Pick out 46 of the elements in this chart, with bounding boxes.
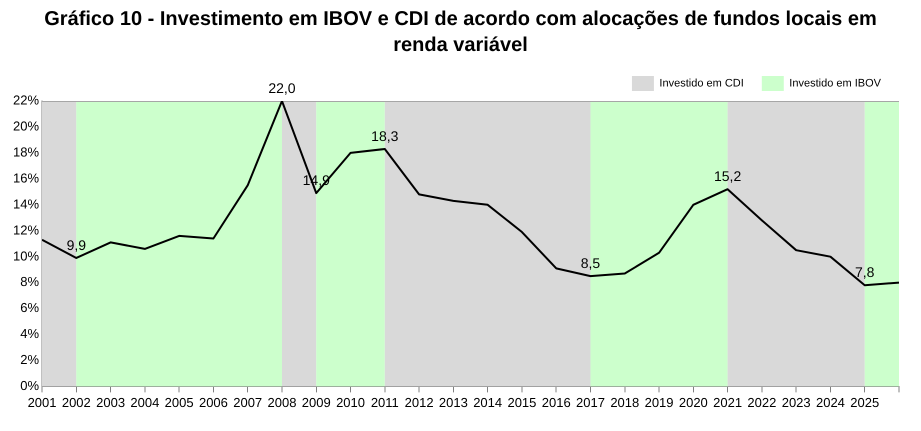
chart-title: Gráfico 10 - Investimento em IBOV e CDI de acordo com alocações de fundos locais em renda variável <box>43 7 878 58</box>
x-tick-label: 2017 <box>576 394 605 410</box>
x-tick-label: 2005 <box>164 394 194 410</box>
y-tick-label: 20% <box>12 118 40 134</box>
y-tick-label: 14% <box>12 196 40 212</box>
x-tick-label: 2025 <box>850 394 880 410</box>
x-tick-label: 2012 <box>404 394 434 410</box>
data-label: 22,0 <box>268 80 296 96</box>
x-tick-label: 2001 <box>28 394 56 410</box>
y-tick-label: 4% <box>20 326 40 342</box>
data-label: 15,2 <box>714 168 742 184</box>
legend-label: Investido em CDI <box>659 78 744 90</box>
x-tick-label: 2015 <box>507 394 536 410</box>
y-tick-label: 2% <box>20 352 40 368</box>
x-tick-label: 2006 <box>198 394 228 410</box>
y-tick-label: 10% <box>12 248 40 264</box>
y-tick-label: 8% <box>20 274 40 290</box>
y-tick-label: 12% <box>12 222 40 238</box>
x-tick-label: 2004 <box>130 394 160 410</box>
x-tick-label: 2022 <box>747 394 776 410</box>
x-tick-label: 2008 <box>268 394 296 410</box>
x-tick-label: 2002 <box>62 394 91 410</box>
x-tick-label: 2007 <box>233 394 262 410</box>
y-tick-label: 6% <box>20 300 40 316</box>
data-label: 18,3 <box>371 128 399 144</box>
x-tick-label: 2023 <box>782 394 811 410</box>
y-tick-label: 22% <box>12 92 40 108</box>
x-tick-label: 2014 <box>473 394 502 410</box>
y-tick-label: 18% <box>12 144 40 160</box>
x-tick-label: 2021 <box>713 394 742 410</box>
x-tick-label: 2024 <box>816 394 845 410</box>
y-tick-label: 0% <box>20 378 40 393</box>
data-label: 7,8 <box>854 264 875 280</box>
x-tick-label: 2009 <box>302 394 331 410</box>
x-tick-label: 2019 <box>644 394 674 410</box>
x-tick-label: 2010 <box>336 394 365 410</box>
x-tick-label: 2020 <box>678 394 708 410</box>
x-tick-label: 2011 <box>370 394 399 410</box>
x-tick-label: 2003 <box>96 394 126 410</box>
data-label: 8,5 <box>580 254 600 271</box>
x-tick-label: 2013 <box>438 394 468 410</box>
y-tick-label: 16% <box>12 170 40 186</box>
data-label: 9,9 <box>66 236 86 253</box>
x-tick-label: 2016 <box>542 394 571 410</box>
x-tick-label: 2018 <box>610 394 640 410</box>
legend-label: Investido em IBOV <box>789 78 882 90</box>
